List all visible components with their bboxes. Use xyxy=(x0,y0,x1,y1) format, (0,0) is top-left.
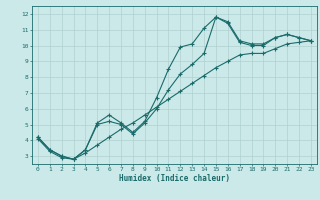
X-axis label: Humidex (Indice chaleur): Humidex (Indice chaleur) xyxy=(119,174,230,183)
